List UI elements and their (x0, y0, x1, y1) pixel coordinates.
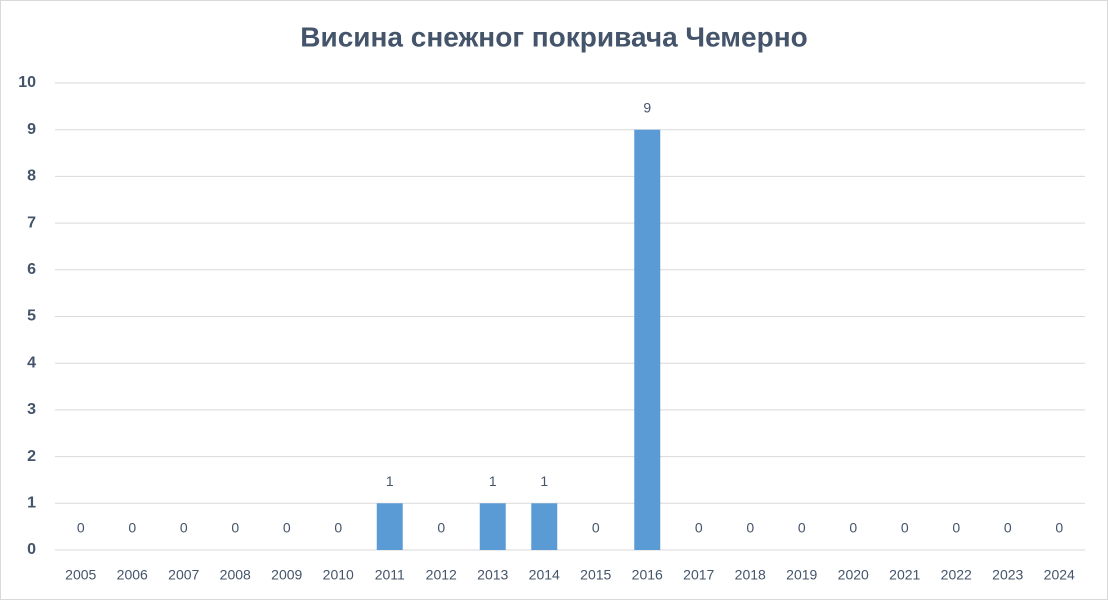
data-label: 1 (489, 473, 497, 489)
x-tick-label: 2006 (117, 567, 148, 583)
x-tick-label: 2022 (941, 567, 972, 583)
y-tick-label: 3 (27, 401, 36, 418)
x-tick-label: 2015 (580, 567, 611, 583)
y-tick-label: 6 (27, 261, 36, 278)
data-label: 0 (592, 520, 600, 536)
data-label: 1 (540, 473, 548, 489)
data-label: 9 (643, 99, 651, 115)
x-tick-label: 2017 (683, 567, 714, 583)
data-label: 0 (798, 520, 806, 536)
chart-title: Висина снежног покривача Чемерно (300, 21, 807, 52)
y-tick-label: 7 (27, 214, 36, 231)
x-tick-label: 2007 (168, 567, 199, 583)
x-tick-label: 2005 (65, 567, 96, 583)
y-tick-label: 4 (27, 354, 36, 371)
x-tick-label: 2023 (992, 567, 1023, 583)
bar (376, 503, 403, 550)
data-label: 0 (1004, 520, 1012, 536)
x-tick-label: 2011 (375, 567, 405, 583)
x-tick-label: 2021 (889, 567, 920, 583)
x-tick-label: 2016 (632, 567, 663, 583)
x-tick-label: 2010 (323, 567, 354, 583)
x-tick-label: 2008 (220, 567, 251, 583)
x-tick-label: 2014 (529, 567, 560, 583)
data-label: 0 (437, 520, 445, 536)
data-label: 0 (180, 520, 188, 536)
x-tick-label: 2019 (786, 567, 817, 583)
x-tick-label: 2009 (271, 567, 302, 583)
x-tick-label: 2012 (426, 567, 457, 583)
bar (634, 129, 661, 550)
y-tick-label: 10 (18, 74, 36, 91)
y-tick-label: 0 (27, 541, 36, 558)
data-label: 0 (695, 520, 703, 536)
y-tick-label: 9 (27, 121, 36, 138)
y-tick-label: 5 (27, 308, 36, 325)
data-label: 0 (901, 520, 909, 536)
data-label: 0 (334, 520, 342, 536)
bar (479, 503, 506, 550)
data-label: 0 (77, 520, 85, 536)
data-label: 0 (746, 520, 754, 536)
x-tick-label: 2024 (1044, 567, 1075, 583)
data-label: 0 (231, 520, 239, 536)
data-label: 0 (283, 520, 291, 536)
y-tick-label: 8 (27, 168, 36, 185)
x-tick-label: 2013 (477, 567, 508, 583)
data-label: 0 (952, 520, 960, 536)
bar (531, 503, 558, 550)
data-label: 1 (386, 473, 394, 489)
y-tick-label: 2 (27, 448, 36, 465)
data-label: 0 (1055, 520, 1063, 536)
x-tick-label: 2018 (735, 567, 766, 583)
y-tick-label: 1 (27, 495, 36, 512)
data-label: 0 (128, 520, 136, 536)
data-label: 0 (849, 520, 857, 536)
x-tick-label: 2020 (838, 567, 869, 583)
